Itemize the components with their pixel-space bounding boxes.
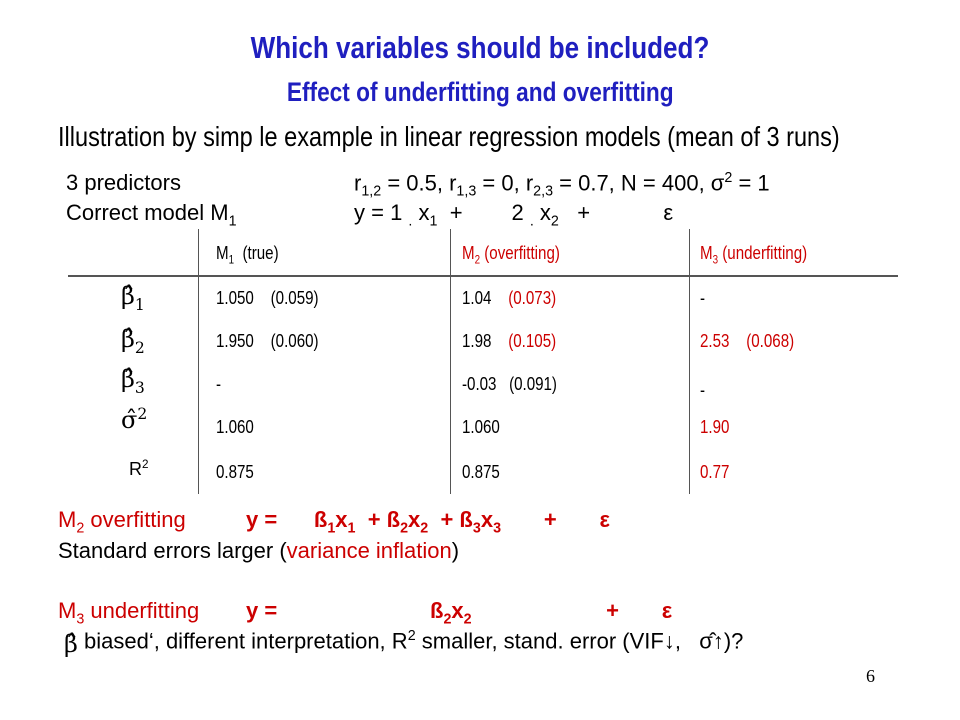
underfit-equation: y = ß2x2 + ε: [246, 598, 673, 628]
beta-hat-1-icon: β̂1: [121, 282, 145, 314]
overfit-label: M2 overfitting: [58, 507, 186, 537]
table-cell: 1.950 (0.060): [216, 331, 319, 351]
page-subtitle: Effect of underfitting and overfitting: [286, 77, 674, 107]
table-cell: 0.77: [700, 462, 730, 482]
table-cell: 1.060: [216, 417, 254, 437]
table-cell: -: [700, 288, 706, 308]
beta-hat-3-icon: β̂3: [121, 365, 145, 397]
table-header-rule: [68, 275, 898, 277]
col-header-m1: M1 (true): [216, 243, 279, 267]
page-title: Which variables should be included?: [250, 30, 710, 65]
sigma-hat-squared-icon: σ̂2: [121, 405, 148, 434]
correlations-text: r1,2 = 0.5, r1,3 = 0, r2,3 = 0.7, N = 40…: [354, 170, 770, 200]
predictors-label: 3 predictors: [66, 170, 181, 195]
table-cell: 1.90: [700, 417, 730, 437]
illustration-caption: Illustration by simp le example in linea…: [58, 121, 840, 152]
col-header-m3: M3 (underfitting): [700, 243, 808, 267]
correct-model-equation: y = 1 . x1 + 2 . x2 + ε: [354, 200, 674, 230]
table-cell: 1.04 (0.073): [462, 288, 557, 308]
table-cell: -: [700, 380, 706, 400]
table-cell: 2.53 (0.068): [700, 331, 795, 351]
underfit-note: biased‘, different interpretation, R2 sm…: [84, 628, 744, 654]
table-cell: 0.875: [216, 462, 254, 482]
table-cell: 1.98 (0.105): [462, 331, 557, 351]
down-arrow-icon: ↓: [663, 628, 675, 654]
underfit-label: M3 underfitting: [58, 598, 200, 628]
table-column-divider: [689, 229, 690, 494]
overfit-equation: y = ß1x1 + ß2x2 + ß3x3 + ε: [246, 507, 610, 537]
table-cell: 1.060: [462, 417, 500, 437]
correct-model-label: Correct model M1: [66, 200, 237, 230]
page-number: 6: [866, 666, 875, 686]
table-cell: -: [216, 374, 222, 394]
table-column-divider: [450, 229, 451, 494]
overfit-note: Standard errors larger (variance inflati…: [58, 538, 460, 563]
table-column-divider: [198, 229, 199, 494]
beta-hat-icon: β̂: [64, 630, 78, 658]
col-header-m2: M2 (overfitting): [462, 243, 560, 267]
beta-hat-2-icon: β̂2: [121, 325, 145, 357]
table-cell: 1.050 (0.059): [216, 288, 319, 308]
table-cell: 0.875: [462, 462, 500, 482]
up-arrow-icon: ↑: [712, 628, 724, 654]
table-cell: -0.03 (0.091): [462, 374, 557, 394]
r-squared-label: R2: [129, 458, 149, 479]
